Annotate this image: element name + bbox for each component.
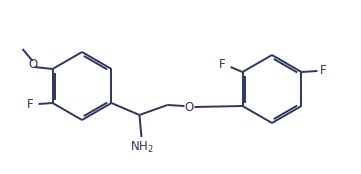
Text: F: F <box>27 98 34 112</box>
Text: NH$_2$: NH$_2$ <box>130 140 153 155</box>
Text: O: O <box>28 58 37 72</box>
Text: F: F <box>219 57 226 70</box>
Text: F: F <box>320 64 327 77</box>
Text: O: O <box>185 101 194 113</box>
